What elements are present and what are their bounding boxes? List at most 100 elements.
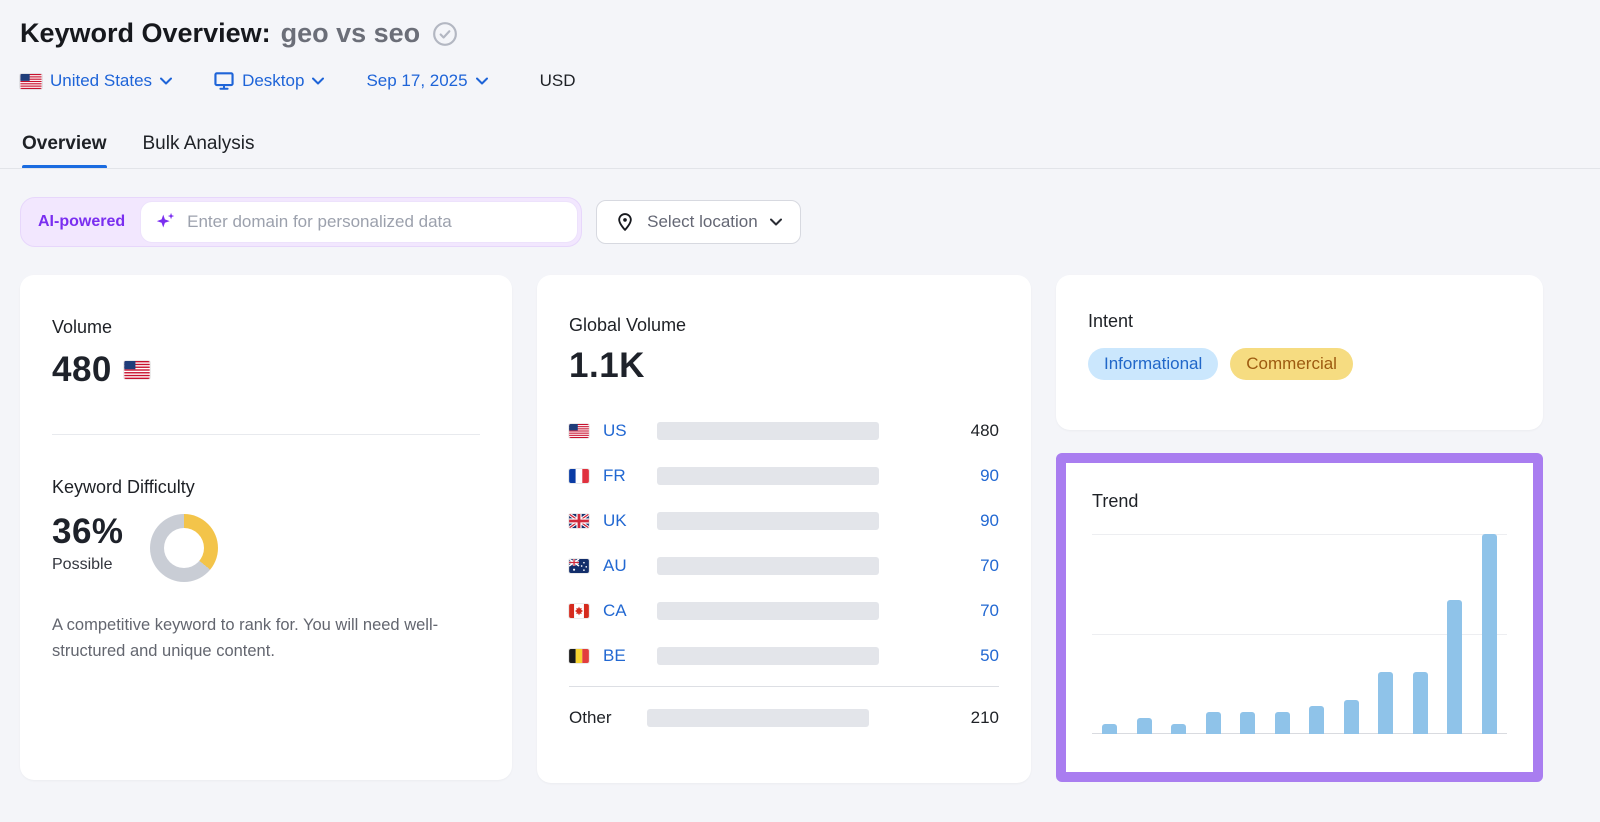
- flag-be-icon: [569, 648, 589, 663]
- filter-bar: United States Desktop Sep 17, 2025 USD: [20, 71, 1580, 91]
- volume-bar-track: [657, 511, 879, 530]
- flag-au-icon: [569, 558, 589, 573]
- country-code-link[interactable]: AU: [603, 555, 627, 575]
- date-filter-dropdown[interactable]: Sep 17, 2025: [366, 71, 488, 91]
- global-volume-card: Global Volume 1.1K US 480 FR 90 UK 90 AU 70 CA 70…: [537, 275, 1031, 783]
- gridline-middle: [1092, 634, 1507, 635]
- desktop-icon: [214, 72, 234, 90]
- global-volume-label: Global Volume: [569, 315, 687, 335]
- trend-bar-2: [1136, 718, 1152, 734]
- trend-highlight-border: Trend: [1056, 453, 1543, 782]
- tab-overview[interactable]: Overview: [22, 133, 107, 169]
- country-row-au: AU 70: [569, 543, 999, 588]
- trend-bar-10: [1412, 672, 1428, 734]
- volume-bar-track: [657, 421, 879, 440]
- trend-bar-4: [1205, 712, 1221, 734]
- trend-bar-7: [1309, 706, 1325, 734]
- metrics-grid: Volume 480 Keyword Difficulty 36% Possib…: [20, 275, 1580, 783]
- card-divider: [52, 434, 480, 435]
- keyword-difficulty-value: 36%: [52, 512, 124, 551]
- difficulty-donut-chart: [149, 514, 218, 582]
- country-volume-value: 480: [970, 420, 999, 440]
- trend-bar-11: [1447, 600, 1463, 734]
- domain-input[interactable]: [187, 212, 564, 232]
- chevron-down-icon: [312, 77, 325, 85]
- trend-bar-9: [1378, 672, 1394, 734]
- flag-us-icon: [20, 73, 42, 89]
- country-code-link[interactable]: UK: [603, 510, 627, 530]
- trend-bar-3: [1171, 724, 1187, 734]
- select-location-button[interactable]: Select location: [596, 200, 801, 244]
- country-filter-label: United States: [50, 71, 153, 90]
- other-row: Other 210: [569, 695, 999, 740]
- currency-label: USD: [539, 71, 576, 90]
- tab-bulk-analysis[interactable]: Bulk Analysis: [142, 133, 255, 154]
- flag-uk-icon: [569, 513, 589, 528]
- country-volume-value: 90: [980, 465, 999, 485]
- trend-bar-1: [1102, 724, 1117, 734]
- tabs-divider: [0, 168, 1600, 169]
- trend-bar-6: [1274, 712, 1290, 734]
- volume-label: Volume: [52, 317, 113, 337]
- country-code-link[interactable]: CA: [603, 600, 627, 620]
- other-label: Other: [569, 707, 612, 727]
- tab-bar: Overview Bulk Analysis: [20, 133, 1580, 169]
- location-pin-icon: [618, 213, 632, 231]
- select-location-label: Select location: [647, 212, 758, 231]
- domain-input-box[interactable]: [140, 201, 579, 243]
- chevron-down-icon: [475, 77, 488, 85]
- volume-bar-track: [657, 601, 879, 620]
- country-row-fr: FR 90: [569, 453, 999, 498]
- chevron-down-icon: [769, 218, 782, 226]
- country-code-link[interactable]: BE: [603, 645, 626, 665]
- volume-bar-track: [657, 556, 879, 575]
- flag-ca-icon: [569, 603, 589, 618]
- keyword-difficulty-description: A competitive keyword to rank for. You w…: [52, 616, 439, 661]
- keyword-difficulty-level: Possible: [52, 556, 113, 573]
- country-row-uk: UK 90: [569, 498, 999, 543]
- volume-bar-track: [657, 466, 879, 485]
- page-header: Keyword Overview: geo vs seo: [20, 18, 1580, 49]
- gridline-baseline: [1092, 733, 1507, 734]
- toolbar: AI-powered Select location: [20, 197, 1580, 247]
- country-row-be: BE 50: [569, 633, 999, 678]
- country-code-link[interactable]: FR: [603, 465, 626, 485]
- ai-domain-pill: AI-powered: [20, 197, 583, 247]
- keyword-text: geo vs seo: [280, 18, 421, 48]
- flag-us-icon: [569, 423, 589, 438]
- flag-us-icon: [124, 361, 150, 379]
- trend-card: Trend: [1066, 463, 1533, 772]
- device-filter-label: Desktop: [242, 71, 305, 90]
- volume-card: Volume 480 Keyword Difficulty 36% Possib…: [20, 275, 512, 780]
- country-volume-list: US 480 FR 90 UK 90 AU 70 CA 70 BE 50 Other 210: [569, 408, 999, 740]
- global-volume-total: 1.1K: [569, 346, 645, 385]
- flag-fr-icon: [569, 468, 589, 483]
- keyword-difficulty-label: Keyword Difficulty: [52, 477, 195, 497]
- keyword-overview-page: Keyword Overview: geo vs seo United Stat…: [0, 0, 1600, 169]
- volume-bar-track: [657, 646, 879, 665]
- chevron-down-icon: [160, 77, 173, 85]
- trend-bar-chart: [1092, 534, 1507, 734]
- right-column: Intent Informational Commercial Trend: [1056, 275, 1543, 782]
- gridline-top: [1092, 534, 1507, 535]
- intent-card: Intent Informational Commercial: [1056, 275, 1543, 430]
- country-row-us: US 480: [569, 408, 999, 453]
- page-title: Keyword Overview:: [20, 18, 271, 48]
- trend-bar-5: [1240, 712, 1256, 734]
- device-filter-dropdown[interactable]: Desktop: [214, 71, 325, 91]
- date-filter-label: Sep 17, 2025: [366, 71, 468, 90]
- trend-bar-12: [1481, 534, 1497, 734]
- volume-bar-track: [647, 708, 869, 727]
- intent-badge-commercial[interactable]: Commercial: [1230, 348, 1353, 380]
- country-filter-dropdown[interactable]: United States: [20, 71, 173, 91]
- country-volume-value: 50: [980, 645, 999, 665]
- ai-powered-badge: AI-powered: [38, 213, 126, 230]
- intent-badge-informational[interactable]: Informational: [1088, 348, 1219, 380]
- other-volume-value: 210: [970, 707, 999, 727]
- intent-label: Intent: [1088, 311, 1134, 331]
- volume-value: 480: [52, 350, 112, 389]
- intent-badge-list: Informational Commercial: [1088, 348, 1511, 380]
- country-code-link[interactable]: US: [603, 420, 627, 440]
- country-volume-value: 70: [980, 600, 999, 620]
- country-row-ca: CA 70: [569, 588, 999, 633]
